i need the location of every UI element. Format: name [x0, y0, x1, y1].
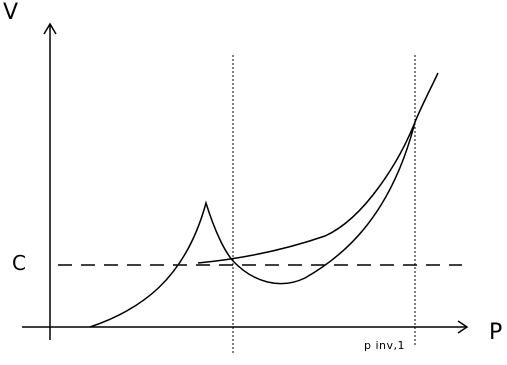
y-axis-arrow — [43, 22, 57, 35]
tick-label-p-inv: p inv,1 — [364, 339, 406, 352]
x-axis-label: P — [489, 320, 503, 345]
dipping-curve — [232, 121, 416, 285]
rising-curve-with-cusp — [89, 200, 234, 328]
y-axis-label: V — [3, 0, 19, 25]
x-axis-arrow — [457, 320, 469, 334]
level-label: C — [12, 251, 26, 275]
upper-curve — [197, 72, 439, 264]
